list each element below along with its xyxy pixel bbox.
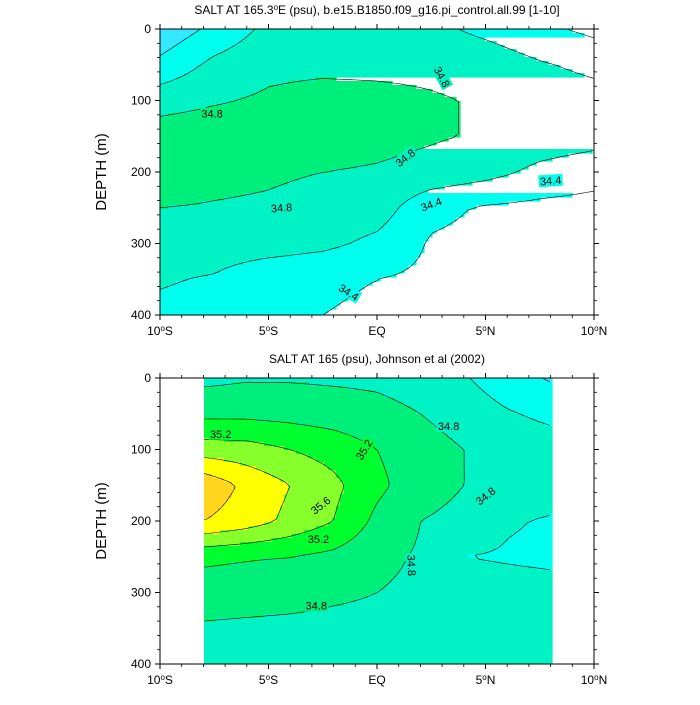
y-axis-bottom: 0 100 200 300 400 xyxy=(131,371,599,671)
y-tick-label: 0 xyxy=(144,371,151,385)
contour-lines xyxy=(160,29,594,315)
x-tick-label: EQ xyxy=(368,324,385,338)
x-tick-label: 5oS xyxy=(259,673,278,688)
salinity-field-bottom xyxy=(160,378,594,664)
y-tick-label: 300 xyxy=(131,586,151,600)
panel-top: SALT AT 165.3oE (psu), b.e15.B1850.f09_g… xyxy=(93,3,607,339)
contour-label: 34.4 xyxy=(538,173,563,188)
x-axis-top: 10oS 5oS EQ 5oN 10oN xyxy=(147,24,607,338)
x-tick-label: 5oS xyxy=(259,324,278,339)
salinity-field-top xyxy=(160,29,594,315)
x-tick-label: 10oN xyxy=(581,324,607,339)
y-tick-label: 400 xyxy=(131,308,151,322)
contour-label-text: 34.8 xyxy=(201,108,222,120)
contour-label-text: 35.2 xyxy=(308,534,329,546)
x-tick-label: 5oN xyxy=(476,324,496,339)
y-tick-label: 400 xyxy=(131,657,151,671)
x-tick-label: EQ xyxy=(368,673,385,687)
x-tick-label: 5oN xyxy=(476,673,496,688)
contour-label: 34.8 xyxy=(436,419,461,433)
panel-bottom: SALT AT 165 (psu), Johnson et al (2002) … xyxy=(93,352,607,687)
contour-label-text: 35.2 xyxy=(210,429,231,441)
contour-label: 35.2 xyxy=(306,532,331,546)
contour-label-text: 34.8 xyxy=(404,554,417,576)
y-tick-label: 200 xyxy=(131,165,151,179)
panel-top-title: SALT AT 165.3oE (psu), b.e15.B1850.f09_g… xyxy=(194,3,559,18)
contour-label-text: 34.8 xyxy=(306,600,327,612)
contour-label: 34.8 xyxy=(200,107,225,120)
contour-label: 34.8 xyxy=(304,599,329,612)
y-axis-label-bottom: DEPTH (m) xyxy=(93,482,110,560)
x-tick-label: 10oS xyxy=(147,673,173,688)
contour-label: 34.8 xyxy=(404,553,419,578)
y-tick-label: 200 xyxy=(131,514,151,528)
x-tick-label: 10oS xyxy=(147,324,173,339)
contour-label: 34.8 xyxy=(269,200,294,215)
y-tick-label: 100 xyxy=(131,443,151,457)
contour-label-text: 34.8 xyxy=(270,202,292,215)
contour-label: 35.2 xyxy=(208,427,233,441)
panel-bottom-title: SALT AT 165 (psu), Johnson et al (2002) xyxy=(269,352,485,366)
contour-label-text: 34.8 xyxy=(438,421,459,433)
contour-lines xyxy=(204,378,550,622)
x-tick-label: 10oN xyxy=(581,673,607,688)
y-tick-label: 100 xyxy=(131,94,151,108)
y-axis-top: 0 100 200 300 400 xyxy=(131,22,599,322)
contour-label-text: 34.4 xyxy=(540,175,562,188)
y-axis-label-top: DEPTH (m) xyxy=(93,133,110,211)
y-tick-label: 300 xyxy=(131,237,151,251)
y-tick-label: 0 xyxy=(144,22,151,36)
x-axis-bottom: 10oS 5oS EQ 5oN 10oN xyxy=(147,373,607,687)
